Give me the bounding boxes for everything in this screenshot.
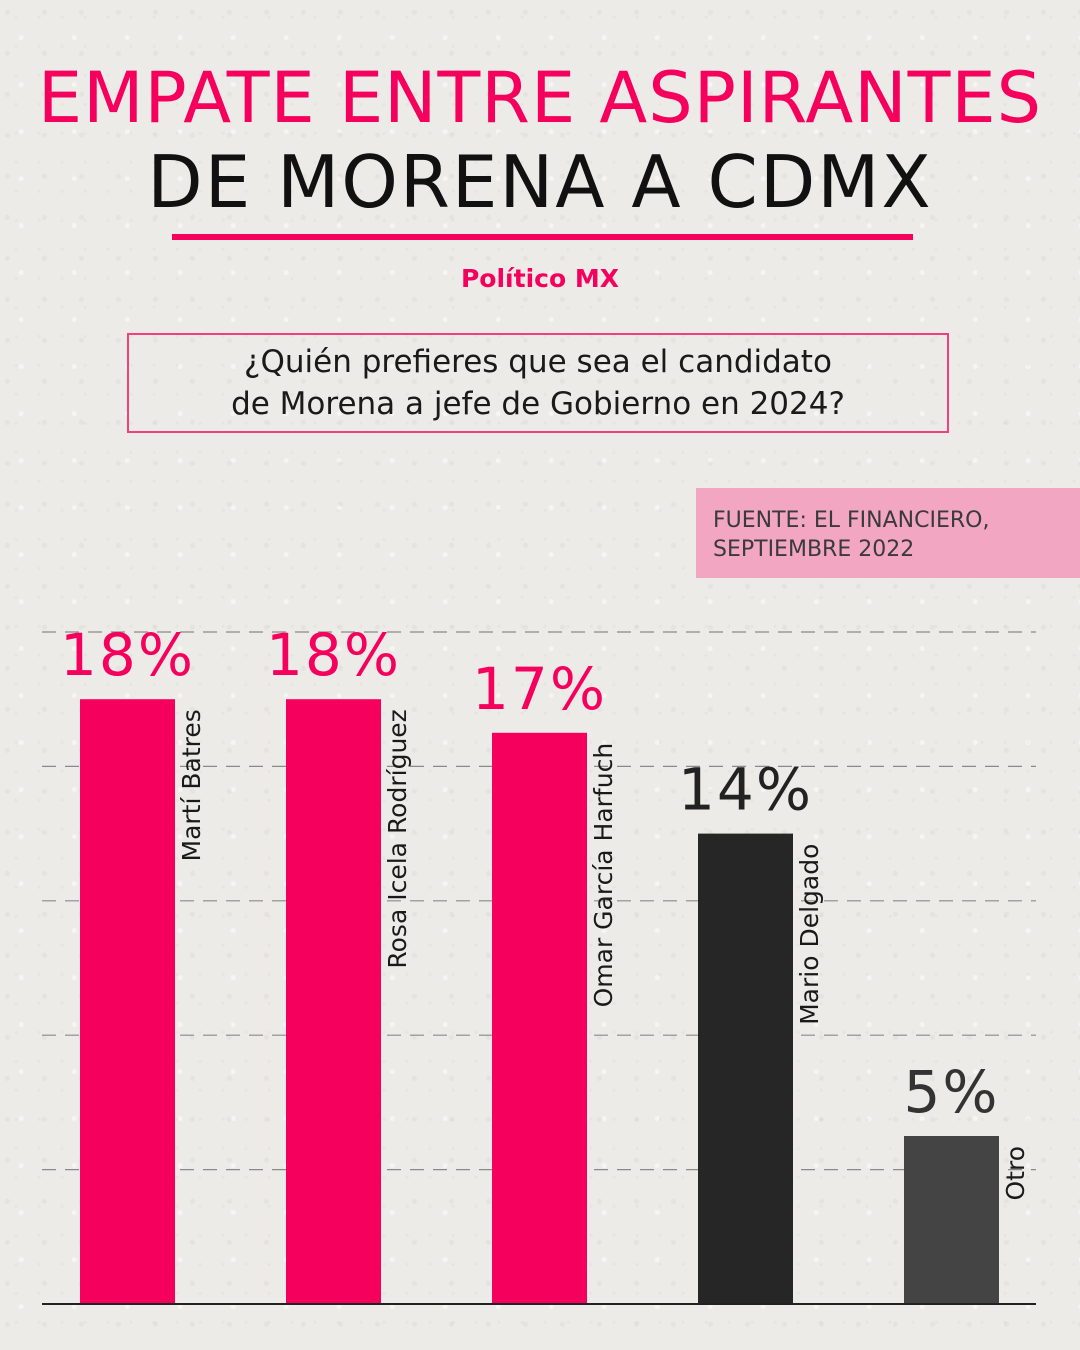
outlet-name: Político MX	[460, 264, 619, 293]
bar	[80, 699, 175, 1304]
question-line-2: de Morena a jefe de Gobierno en 2024?	[231, 386, 845, 422]
question-line-1: ¿Quién prefieres que sea el candidato	[244, 344, 832, 380]
bar	[492, 732, 587, 1304]
category-label: Mario Delgado	[795, 844, 824, 1025]
bar	[904, 1136, 999, 1304]
question-box: ¿Quién prefieres que sea el candidato de…	[127, 333, 949, 433]
title-line-1: EMPATE ENTRE ASPIRANTES	[37, 57, 1043, 139]
bar-value-label: 17%	[472, 655, 607, 723]
bar	[698, 833, 793, 1304]
category-label: Omar García Harfuch	[589, 743, 618, 1008]
bar-value-label: 5%	[903, 1058, 999, 1126]
source-line-2: SEPTIEMBRE 2022	[713, 537, 915, 562]
bar-value-label: 18%	[60, 621, 195, 689]
bar-value-label: 14%	[678, 756, 813, 824]
source-box: FUENTE: EL FINANCIERO, SEPTIEMBRE 2022	[696, 488, 1080, 578]
source-line-1: FUENTE: EL FINANCIERO,	[713, 508, 990, 533]
bar	[286, 699, 381, 1304]
category-label: Otro	[1001, 1146, 1030, 1201]
title-line-2: DE MORENA A CDMX	[147, 140, 933, 224]
title-divider	[172, 234, 913, 240]
category-label: Martí Batres	[177, 709, 206, 861]
category-label: Rosa Icela Rodríguez	[383, 709, 412, 968]
bar-value-label: 18%	[266, 621, 401, 689]
